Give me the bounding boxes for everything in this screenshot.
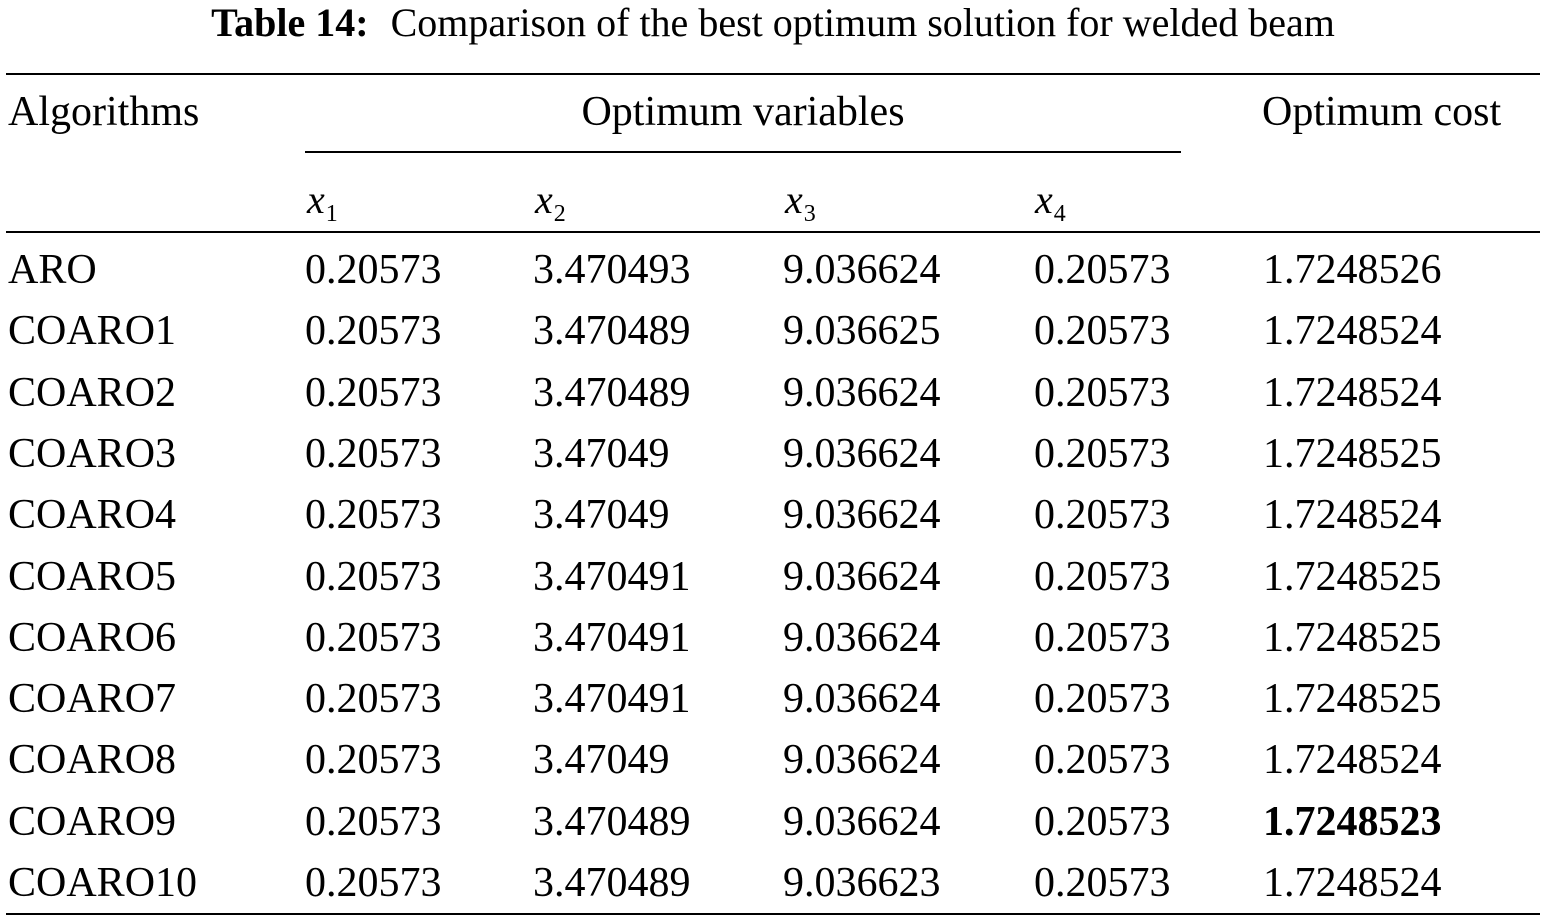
cell-x3: 9.036625 xyxy=(783,308,941,354)
cell-x4: 0.20573 xyxy=(1034,431,1171,477)
cell-x4: 0.20573 xyxy=(1034,554,1171,600)
cell-optimum-cost: 1.7248525 xyxy=(1263,615,1442,661)
header-x1: x1 xyxy=(307,177,338,227)
cell-algorithm: COARO3 xyxy=(8,431,177,477)
cell-x2: 3.470491 xyxy=(533,615,691,661)
cell-x4: 0.20573 xyxy=(1034,370,1171,416)
cell-algorithm: ARO xyxy=(8,247,97,293)
cell-x2: 3.470489 xyxy=(533,799,691,845)
cell-x4: 0.20573 xyxy=(1034,492,1171,538)
cell-optimum-cost: 1.7248524 xyxy=(1263,370,1442,416)
cell-x3: 9.036624 xyxy=(783,615,941,661)
cell-x4: 0.20573 xyxy=(1034,737,1171,783)
cell-optimum-cost: 1.7248524 xyxy=(1263,308,1442,354)
cell-x4: 0.20573 xyxy=(1034,676,1171,722)
cell-x3: 9.036624 xyxy=(783,431,941,477)
cell-optimum-cost: 1.7248524 xyxy=(1263,737,1442,783)
cell-x4: 0.20573 xyxy=(1034,247,1171,293)
cell-x3: 9.036624 xyxy=(783,676,941,722)
cell-x1: 0.20573 xyxy=(305,554,442,600)
cell-x1: 0.20573 xyxy=(305,737,442,783)
cell-x2: 3.470489 xyxy=(533,308,691,354)
cell-x3: 9.036623 xyxy=(783,860,941,906)
cell-x1: 0.20573 xyxy=(305,308,442,354)
cell-x2: 3.47049 xyxy=(533,737,670,783)
cell-algorithm: COARO5 xyxy=(8,554,177,600)
cell-x1: 0.20573 xyxy=(305,799,442,845)
cell-x1: 0.20573 xyxy=(305,860,442,906)
cell-optimum-cost: 1.7248525 xyxy=(1263,676,1442,722)
cell-x3: 9.036624 xyxy=(783,370,941,416)
cell-x1: 0.20573 xyxy=(305,247,442,293)
cell-optimum-cost: 1.7248525 xyxy=(1263,431,1442,477)
cell-x4: 0.20573 xyxy=(1034,308,1171,354)
cell-x4: 0.20573 xyxy=(1034,615,1171,661)
table-caption-text: Comparison of the best optimum solution … xyxy=(390,0,1335,45)
cell-algorithm: COARO8 xyxy=(8,737,177,783)
cell-optimum-cost: 1.7248523 xyxy=(1263,799,1442,845)
cell-x3: 9.036624 xyxy=(783,554,941,600)
cell-x3: 9.036624 xyxy=(783,492,941,538)
cell-algorithm: COARO1 xyxy=(8,308,177,354)
cell-algorithm: COARO4 xyxy=(8,492,177,538)
header-x2: x2 xyxy=(535,177,566,227)
cell-algorithm: COARO7 xyxy=(8,676,177,722)
cell-x2: 3.470491 xyxy=(533,676,691,722)
table-header-rule xyxy=(6,231,1540,233)
cell-x3: 9.036624 xyxy=(783,247,941,293)
cell-optimum-cost: 1.7248524 xyxy=(1263,492,1442,538)
cell-x2: 3.47049 xyxy=(533,431,670,477)
table-bottom-rule xyxy=(6,913,1540,915)
cell-x3: 9.036624 xyxy=(783,737,941,783)
cell-x2: 3.470489 xyxy=(533,370,691,416)
cell-x3: 9.036624 xyxy=(783,799,941,845)
table-top-rule xyxy=(6,73,1540,75)
cell-algorithm: COARO6 xyxy=(8,615,177,661)
cell-x4: 0.20573 xyxy=(1034,860,1171,906)
cell-x2: 3.470489 xyxy=(533,860,691,906)
cell-optimum-cost: 1.7248524 xyxy=(1263,860,1442,906)
header-optimum-variables: Optimum variables xyxy=(581,89,905,135)
cell-algorithm: COARO2 xyxy=(8,370,177,416)
table-caption-label: Table 14: xyxy=(211,0,369,45)
optimum-variables-rule xyxy=(305,151,1181,153)
cell-x1: 0.20573 xyxy=(305,615,442,661)
header-optimum-cost: Optimum cost xyxy=(1262,89,1502,135)
cell-x2: 3.470491 xyxy=(533,554,691,600)
cell-x1: 0.20573 xyxy=(305,370,442,416)
cell-x4: 0.20573 xyxy=(1034,799,1171,845)
cell-algorithm: COARO10 xyxy=(8,860,198,906)
header-x3: x3 xyxy=(785,177,816,227)
cell-x2: 3.470493 xyxy=(533,247,691,293)
header-x4: x4 xyxy=(1035,177,1066,227)
cell-x2: 3.47049 xyxy=(533,492,670,538)
cell-x1: 0.20573 xyxy=(305,492,442,538)
header-algorithms: Algorithms xyxy=(8,89,200,135)
cell-optimum-cost: 1.7248526 xyxy=(1263,247,1442,293)
cell-x1: 0.20573 xyxy=(305,676,442,722)
table-caption: Table 14: Comparison of the best optimum … xyxy=(0,0,1546,52)
cell-algorithm: COARO9 xyxy=(8,799,177,845)
cell-x1: 0.20573 xyxy=(305,431,442,477)
cell-optimum-cost: 1.7248525 xyxy=(1263,554,1442,600)
